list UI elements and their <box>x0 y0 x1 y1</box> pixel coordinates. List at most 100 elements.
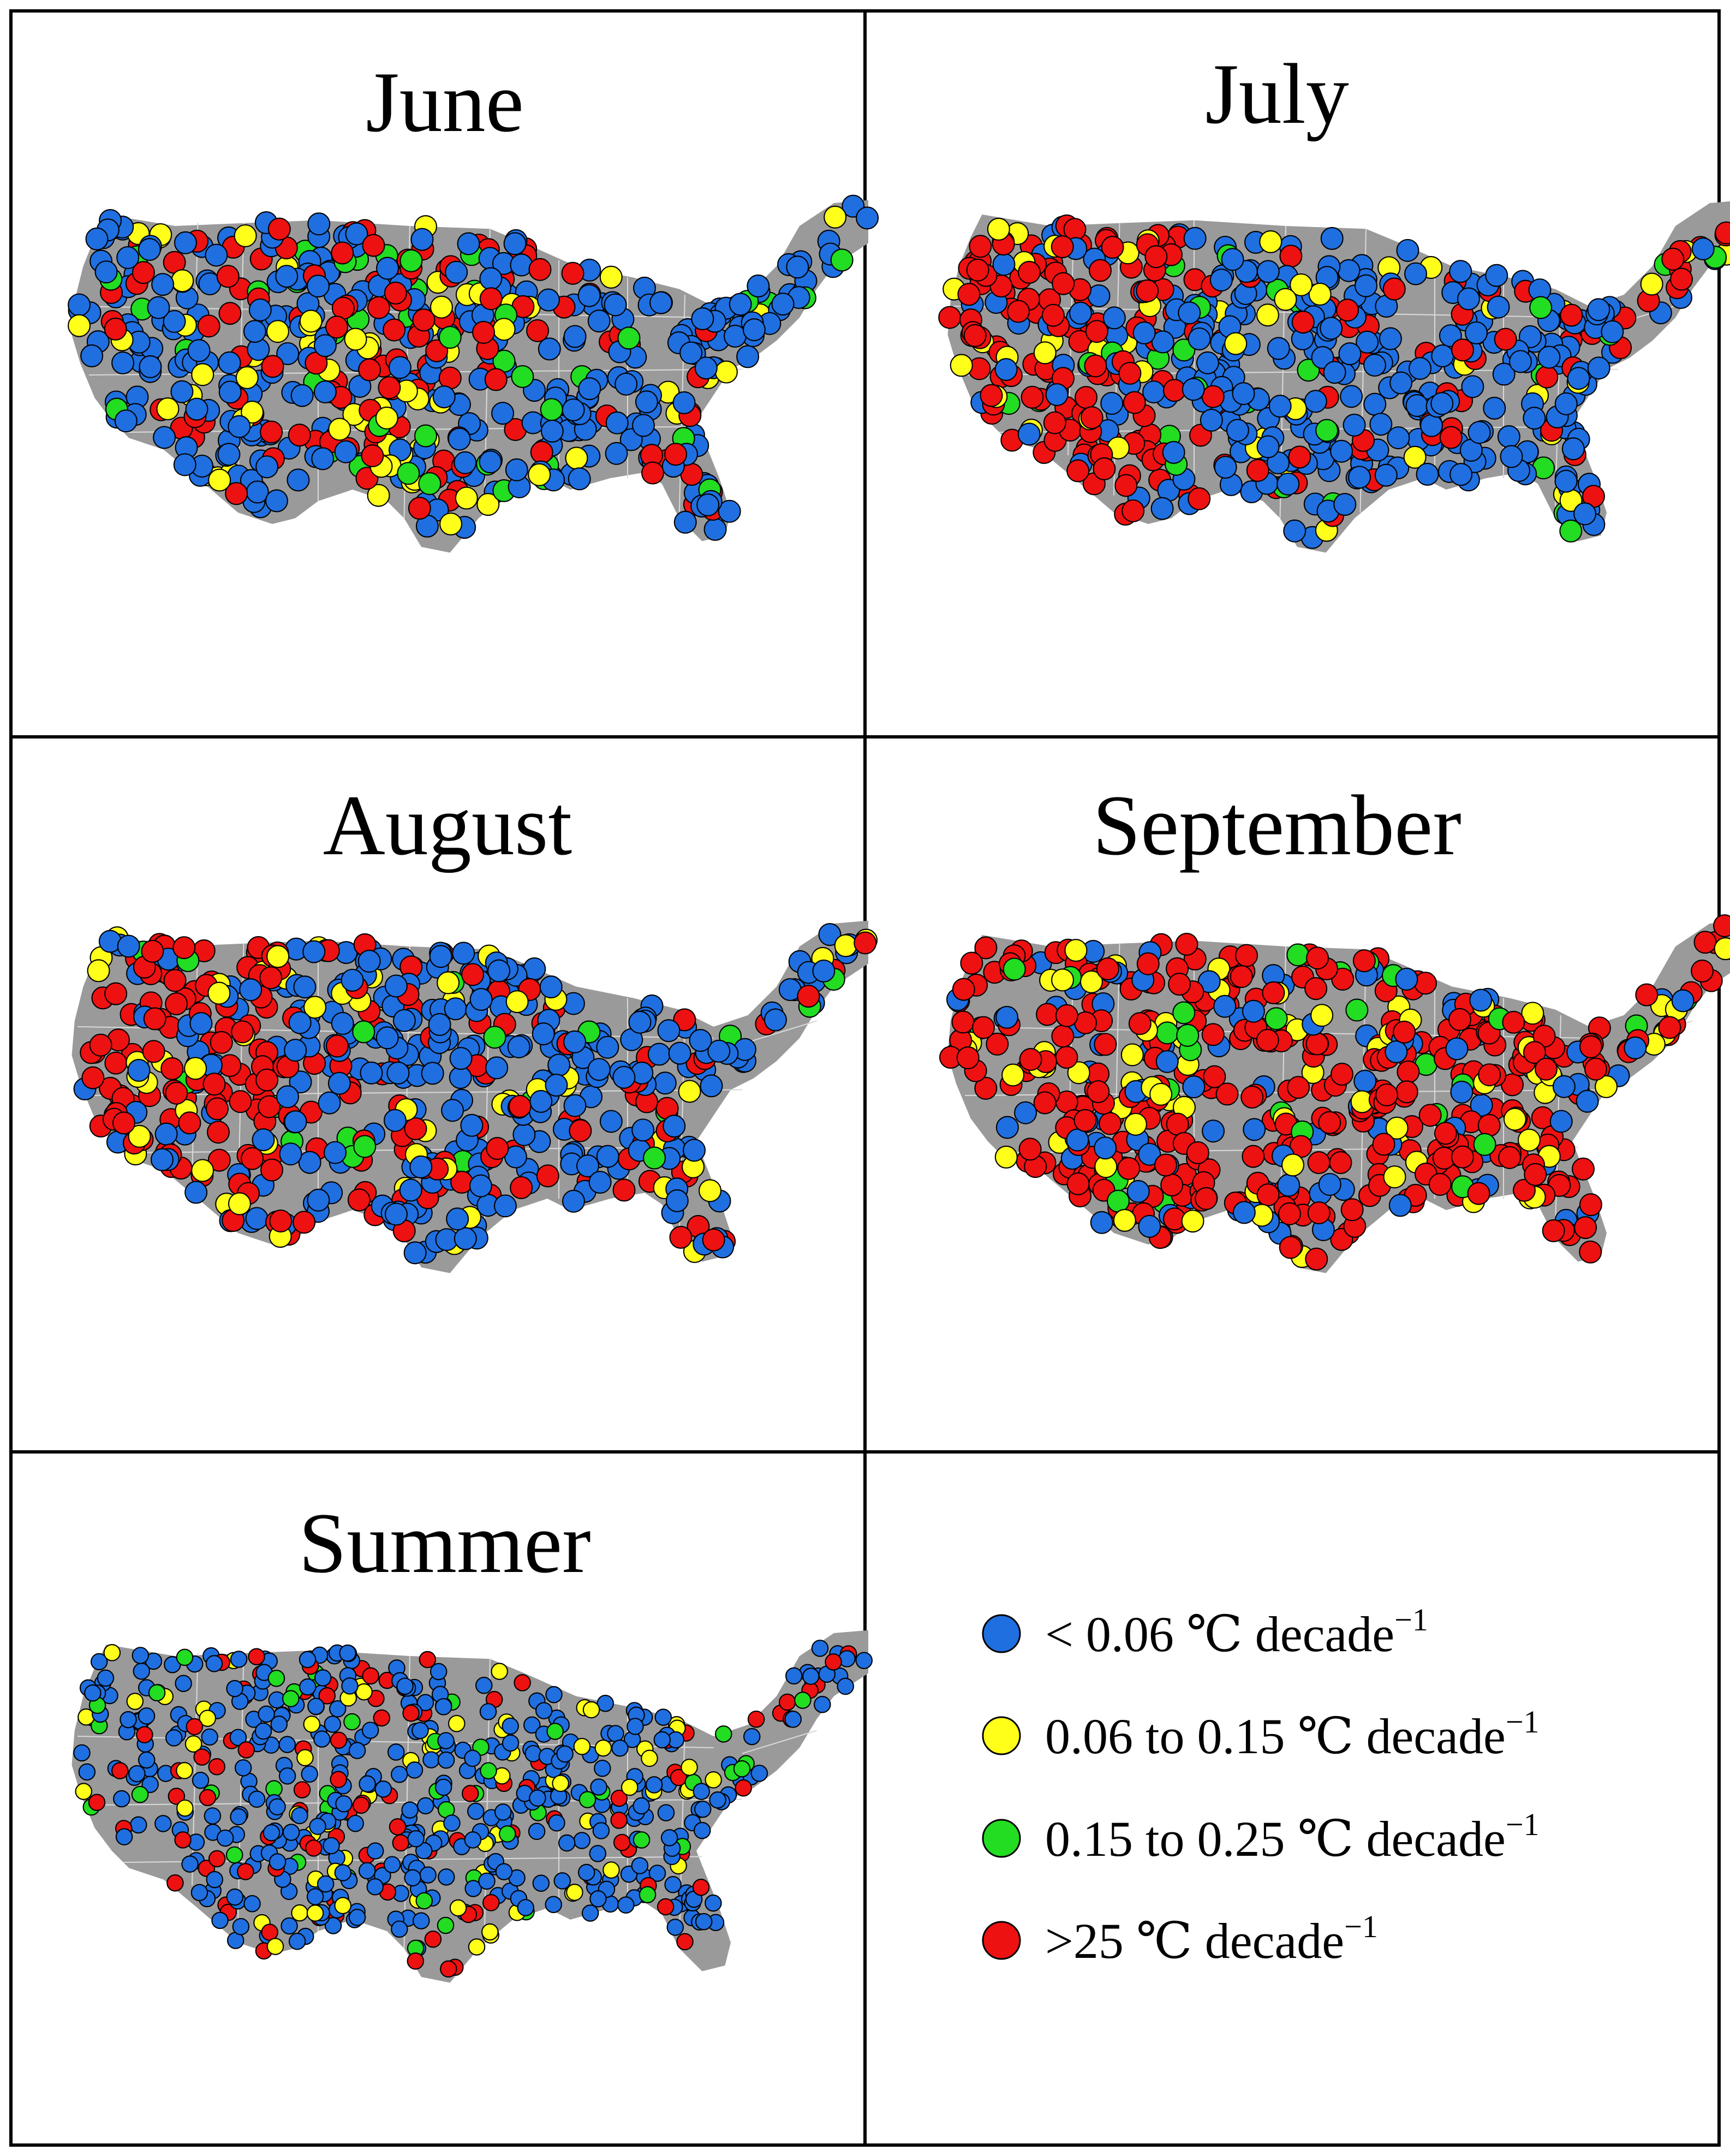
station-marker <box>138 1707 156 1725</box>
station-marker <box>396 1677 414 1695</box>
station-marker <box>142 1040 165 1063</box>
station-marker <box>361 444 384 468</box>
station-marker <box>693 1821 711 1839</box>
station-marker <box>1132 321 1156 344</box>
station-marker <box>1085 320 1108 343</box>
station-marker <box>117 934 140 958</box>
station-marker <box>536 288 560 312</box>
station-marker <box>1267 337 1290 360</box>
station-marker <box>1320 227 1344 250</box>
station-marker <box>1021 385 1044 409</box>
station-marker <box>950 354 973 377</box>
station-marker <box>1268 395 1292 418</box>
station-marker <box>413 1912 430 1929</box>
station-marker <box>512 1123 536 1146</box>
station-marker <box>143 1007 166 1031</box>
station-marker <box>995 1005 1019 1029</box>
station-marker <box>78 1763 96 1781</box>
station-marker <box>1080 406 1103 430</box>
station-marker <box>208 1850 226 1868</box>
station-marker <box>389 1818 407 1836</box>
station-marker <box>189 1012 213 1035</box>
station-marker <box>778 1693 796 1711</box>
station-marker <box>1256 435 1280 458</box>
station-marker <box>605 411 629 434</box>
station-marker <box>1574 1216 1597 1240</box>
station-marker <box>306 275 330 298</box>
station-marker <box>529 1089 553 1113</box>
legend-item-015to025: 0.15 to 0.25 ℃ decade−1 <box>982 1807 1540 1867</box>
station-marker <box>1430 392 1454 415</box>
station-marker <box>1420 414 1443 437</box>
station-marker <box>1018 1137 1042 1161</box>
station-marker <box>1434 1122 1457 1145</box>
station-marker <box>1100 391 1124 415</box>
station-marker <box>1202 1119 1225 1143</box>
station-marker <box>129 1816 147 1834</box>
station-marker <box>1304 977 1328 1000</box>
station-marker <box>1041 303 1065 327</box>
station-marker <box>165 1729 183 1747</box>
station-marker <box>573 1737 591 1755</box>
station-marker <box>266 1938 284 1955</box>
station-marker <box>287 468 310 492</box>
station-marker <box>1209 269 1233 292</box>
station-marker <box>318 1091 341 1115</box>
station-marker <box>1395 1080 1418 1104</box>
station-marker <box>313 1730 331 1748</box>
station-marker <box>412 308 436 332</box>
station-marker <box>178 1111 201 1135</box>
station-marker <box>325 1034 349 1058</box>
station-marker <box>573 1832 590 1849</box>
station-marker <box>281 1917 298 1935</box>
station-marker <box>698 1179 721 1202</box>
station-marker <box>202 1073 226 1096</box>
station-marker <box>407 1830 425 1848</box>
station-marker <box>229 1729 247 1746</box>
station-marker <box>327 1071 351 1095</box>
station-marker <box>1264 1007 1288 1031</box>
station-marker <box>1372 1133 1395 1156</box>
station-marker <box>825 1653 842 1671</box>
station-marker <box>834 934 857 957</box>
map-june <box>68 194 879 553</box>
station-marker <box>1197 970 1221 993</box>
station-marker <box>714 360 738 384</box>
station-marker <box>362 234 385 257</box>
station-marker <box>1160 1174 1184 1197</box>
station-marker <box>1279 1236 1302 1259</box>
station-marker <box>343 1713 361 1731</box>
station-marker <box>385 1202 408 1226</box>
station-marker <box>974 1076 998 1100</box>
station-marker <box>797 985 820 1008</box>
station-marker <box>1385 1040 1408 1063</box>
station-marker <box>355 1683 373 1701</box>
station-marker <box>461 963 485 986</box>
station-marker <box>429 1663 448 1681</box>
station-marker <box>341 968 364 992</box>
station-marker <box>763 1008 787 1032</box>
station-marker <box>175 1675 192 1692</box>
station-marker <box>1457 287 1480 311</box>
station-marker <box>1121 499 1145 522</box>
station-marker <box>205 1655 223 1672</box>
station-marker <box>1307 1151 1331 1175</box>
station-marker <box>103 1644 121 1661</box>
station-marker <box>648 1865 666 1882</box>
station-marker <box>138 238 161 261</box>
station-marker <box>259 966 283 990</box>
station-marker <box>592 1822 610 1839</box>
station-marker <box>1561 437 1585 461</box>
station-marker <box>1259 230 1282 253</box>
station-marker <box>324 1716 342 1733</box>
station-marker <box>1450 1080 1474 1104</box>
station-marker <box>647 1043 671 1066</box>
station-marker <box>1118 361 1142 385</box>
station-marker <box>139 355 162 378</box>
station-marker <box>1099 1112 1122 1135</box>
station-marker <box>602 1861 620 1879</box>
station-marker <box>303 996 327 1019</box>
station-marker <box>663 1115 686 1138</box>
station-marker <box>969 235 992 258</box>
station-marker <box>88 1794 106 1812</box>
